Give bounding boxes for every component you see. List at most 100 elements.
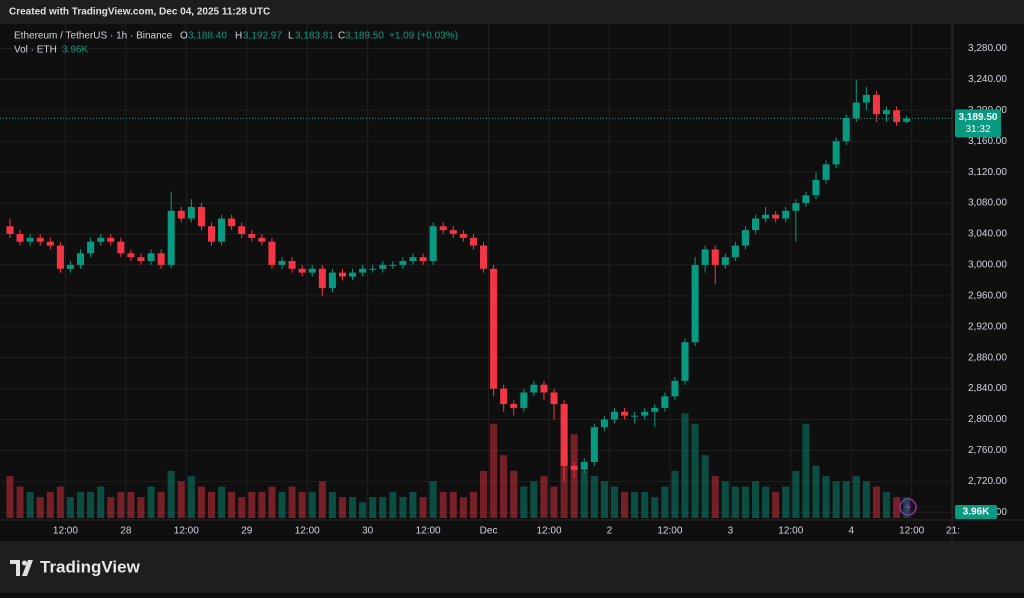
- candle-body: [721, 257, 729, 265]
- volume-bar: [691, 423, 699, 518]
- x-tick-label: 12:00: [53, 526, 78, 537]
- candle-body: [792, 203, 800, 211]
- volume-bar: [409, 491, 417, 518]
- volume-bar: [318, 481, 326, 518]
- candle-layer: [6, 79, 911, 482]
- candle-body: [379, 264, 387, 269]
- y-tick-label: 2,880.00: [968, 352, 1007, 363]
- alert-icon[interactable]: [899, 498, 917, 516]
- candle-body: [610, 411, 619, 420]
- candle-body: [490, 268, 498, 389]
- volume-bar: [520, 486, 528, 518]
- y-tick-label: 3,120.00: [968, 167, 1007, 178]
- vol-label: Vol · ETH: [14, 45, 57, 56]
- candle-body: [590, 427, 598, 463]
- candle-body: [318, 268, 326, 289]
- candle-body: [167, 210, 175, 265]
- volume-bar: [46, 491, 54, 518]
- candle-body: [157, 253, 165, 265]
- logo-mark: [10, 560, 33, 576]
- candle-body: [268, 241, 276, 265]
- volume-bar: [197, 486, 205, 518]
- candle-body: [832, 141, 840, 165]
- volume-bar: [87, 491, 95, 518]
- candle-body: [207, 226, 216, 242]
- volume-bar: [56, 486, 64, 518]
- volume-bar: [550, 486, 558, 518]
- volume-bar: [610, 486, 619, 518]
- candle-body: [681, 342, 689, 381]
- candle-body: [46, 241, 54, 246]
- candle-body: [6, 226, 14, 234]
- candle-body: [741, 230, 749, 246]
- volume-bar: [479, 470, 488, 518]
- volume-bar: [328, 491, 336, 518]
- volume-bar: [167, 470, 175, 518]
- candle-body: [238, 226, 246, 234]
- volume-bar: [26, 491, 34, 518]
- volume-bar: [671, 470, 679, 518]
- volume-bar: [631, 491, 639, 518]
- volume-bar: [6, 476, 14, 518]
- y-tick-label: 2,960.00: [968, 290, 1007, 301]
- candle-body: [762, 214, 770, 219]
- created-text: Created with TradingView.com, Dec 04, 20…: [9, 7, 270, 18]
- y-tick-label: 2,720.00: [968, 476, 1007, 487]
- candle-body: [641, 411, 649, 416]
- volume-bar: [802, 423, 810, 518]
- candle-body: [631, 415, 639, 417]
- volume-bar: [238, 497, 246, 518]
- volume-bar: [369, 497, 377, 518]
- candle-body: [76, 253, 85, 265]
- volume-bar: [228, 491, 236, 518]
- candle-body: [66, 264, 74, 269]
- volume-bar: [600, 481, 608, 518]
- volume-bar: [359, 502, 367, 518]
- footer: [0, 541, 1024, 593]
- volume-bar: [510, 470, 518, 518]
- y-tick-label: 3,160.00: [968, 136, 1007, 147]
- candle-body: [439, 226, 447, 231]
- volume-bar: [560, 455, 568, 518]
- logo: TradingView: [10, 557, 141, 576]
- candle-body: [711, 249, 719, 265]
- volume-bar: [762, 486, 770, 518]
- candle-body: [852, 102, 860, 119]
- volume-bar: [379, 497, 387, 518]
- candle-body: [359, 268, 367, 273]
- volume-bar: [349, 497, 357, 518]
- candle-body: [812, 179, 820, 196]
- candle-body: [500, 388, 508, 405]
- volume-bar: [681, 413, 689, 518]
- volume-bar: [76, 491, 85, 518]
- candle-body: [389, 264, 397, 266]
- candle-body: [731, 245, 739, 258]
- grid: [0, 24, 954, 520]
- candle-body: [701, 249, 709, 265]
- x-tick-label: 12:00: [536, 526, 561, 537]
- volume-bar: [248, 491, 256, 518]
- x-tick-label: 12:00: [778, 526, 803, 537]
- candle-body: [26, 237, 34, 242]
- candle-body: [661, 396, 669, 408]
- volume-bar: [490, 423, 498, 518]
- candle-body: [671, 380, 679, 397]
- l-value: 3,183.81: [295, 31, 334, 42]
- x-tick-label: 29: [241, 526, 253, 537]
- candle-body: [278, 261, 286, 265]
- x-tick-label: Dec: [480, 526, 498, 537]
- candle-body: [822, 164, 830, 180]
- volume-bar: [872, 486, 880, 518]
- h-label: H: [235, 31, 242, 42]
- volume-bar: [782, 486, 790, 518]
- volume-bar: [621, 491, 629, 518]
- candle-body: [429, 226, 437, 262]
- y-tick-label: 2,760.00: [968, 445, 1007, 456]
- volume-bar: [308, 491, 316, 518]
- volume-bar: [721, 481, 729, 518]
- x-tick-label: 28: [120, 526, 132, 537]
- candle-body: [97, 237, 105, 242]
